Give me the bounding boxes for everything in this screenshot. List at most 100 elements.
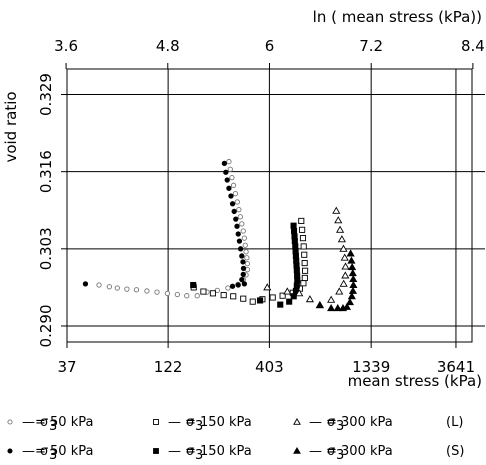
- legend-entry: — σ 3= 50 kPa: [7, 444, 93, 463]
- top-tick-label: 7.2: [359, 37, 383, 55]
- data-point: [241, 235, 248, 241]
- data-point: [295, 289, 304, 297]
- data-point: [233, 216, 239, 222]
- data-point: [249, 298, 256, 305]
- data-point: [293, 417, 301, 425]
- data-point: [348, 263, 357, 271]
- data-point: [241, 281, 248, 287]
- data-point: [336, 225, 345, 233]
- legend-label: = 300 kPa: [326, 415, 393, 430]
- legend-sigma: σ: [40, 415, 48, 430]
- data-point: [301, 251, 308, 258]
- data-point: [290, 222, 297, 229]
- data-point: [300, 243, 307, 250]
- legend-dash: —: [309, 444, 322, 459]
- x-tick-label: 122: [154, 358, 183, 376]
- series-triangle-open: [263, 206, 350, 309]
- legend-entry: — σ 3= 300 kPa: [293, 415, 393, 434]
- data-point: [184, 293, 190, 299]
- data-point: [124, 286, 130, 292]
- legend-label: = 300 kPa: [326, 444, 393, 459]
- legend-dash: —: [168, 415, 181, 430]
- top-tick-label: 6: [265, 37, 275, 55]
- data-point: [300, 280, 307, 287]
- data-point: [345, 298, 354, 306]
- legend-sub: 3: [49, 448, 57, 463]
- legend-sub: 3: [336, 419, 344, 434]
- legend-sub: 3: [195, 419, 203, 434]
- legend-sub: 3: [336, 448, 344, 463]
- data-point: [301, 274, 308, 281]
- data-point: [341, 271, 350, 279]
- legend-label: = 50 kPa: [35, 415, 93, 430]
- data-point: [209, 290, 216, 297]
- legend-sigma: σ: [186, 444, 194, 459]
- data-point: [234, 199, 240, 205]
- data-point: [291, 233, 298, 240]
- data-point: [327, 303, 336, 312]
- data-point: [346, 249, 355, 257]
- top-tick-label: 3.6: [54, 37, 78, 55]
- series-triangle-filled: [315, 249, 358, 312]
- data-point: [342, 302, 352, 310]
- data-point: [82, 281, 89, 287]
- series-circle-open: [96, 158, 251, 299]
- y-tick-label: 0.290: [37, 304, 55, 347]
- data-point: [337, 235, 346, 243]
- data-point: [236, 238, 243, 244]
- data-point: [164, 290, 171, 296]
- data-point: [227, 166, 233, 172]
- data-point: [293, 446, 301, 454]
- data-point: [277, 301, 284, 308]
- data-point: [239, 253, 245, 259]
- legend-entry: — σ 3= 300 kPa: [293, 444, 393, 463]
- data-point: [333, 303, 342, 312]
- legend-entry: (S): [446, 444, 464, 459]
- data-point: [279, 292, 286, 299]
- y-tick-label: 0.329: [37, 73, 55, 116]
- data-point: [339, 279, 348, 287]
- data-point: [347, 256, 356, 264]
- data-point: [269, 294, 276, 301]
- x-tick-label: 1339: [352, 358, 390, 376]
- series-circle-filled: [82, 160, 248, 289]
- data-point: [339, 244, 348, 252]
- data-point: [234, 223, 240, 229]
- data-point: [7, 448, 13, 454]
- data-point: [96, 282, 102, 288]
- data-point: [133, 287, 140, 293]
- data-point: [226, 185, 232, 191]
- data-point: [341, 262, 350, 270]
- x-tick-label: 3641: [437, 358, 475, 376]
- x-tick-label: 403: [255, 358, 284, 376]
- grid: [66, 69, 485, 342]
- y-axis-label: void ratio: [2, 91, 20, 162]
- data-point: [257, 297, 264, 304]
- data-point: [327, 295, 336, 303]
- data-point: [348, 286, 358, 294]
- data-point: [190, 281, 197, 289]
- legend-dash: —: [22, 415, 35, 430]
- data-point: [263, 283, 272, 291]
- data-point: [225, 285, 231, 291]
- data-point: [349, 274, 358, 283]
- data-point: [240, 259, 246, 265]
- data-point: [220, 292, 227, 299]
- data-point: [240, 265, 247, 272]
- data-point: [242, 242, 248, 248]
- data-point: [237, 246, 244, 252]
- legend-label: = 150 kPa: [185, 415, 252, 430]
- data-point: [286, 298, 293, 305]
- data-point: [349, 280, 358, 288]
- data-point: [194, 293, 200, 299]
- data-point: [144, 288, 150, 294]
- data-point: [299, 226, 306, 233]
- legend-entry: — σ 3= 150 kPa: [153, 415, 252, 434]
- data-point: [302, 267, 309, 274]
- tick-labels: 37 122 403 1339 3641 3.6 4.8 6 7.2 8.4 0.290 0.303 0…: [37, 37, 485, 376]
- data-point: [244, 255, 250, 261]
- data-point: [223, 169, 229, 175]
- data-point: [332, 206, 341, 214]
- data-point: [174, 291, 180, 298]
